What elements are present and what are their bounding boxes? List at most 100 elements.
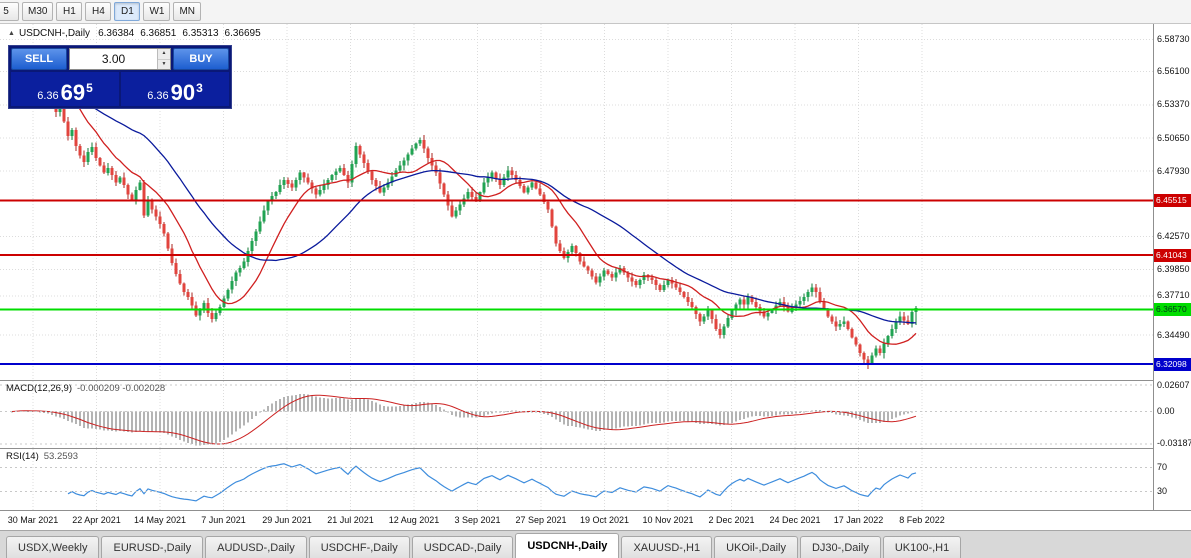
sell-button[interactable]: SELL <box>11 48 67 70</box>
tab-eurusd-daily[interactable]: EURUSD-,Daily <box>101 536 204 558</box>
price-label: 6.53370 <box>1157 99 1190 110</box>
macd-axis-label: 0.00 <box>1157 406 1175 416</box>
rsi-line <box>67 463 917 502</box>
macd-axis-label: -0.03187 <box>1157 438 1191 449</box>
grid <box>32 381 923 448</box>
volume-up-icon[interactable]: ▲ <box>158 49 170 60</box>
close-value: 6.36695 <box>224 28 261 39</box>
price-axis-border <box>1153 24 1154 510</box>
date-label: 2 Dec 2021 <box>708 515 755 525</box>
grid <box>0 24 1153 380</box>
buy-price-display[interactable]: 6.36 90 3 <box>121 72 229 106</box>
tab-usdcad-daily[interactable]: USDCAD-,Daily <box>411 536 514 558</box>
low-value: 6.35313 <box>182 28 219 39</box>
timeframe-button-mn[interactable]: MN <box>173 2 202 21</box>
high-value: 6.36851 <box>140 28 177 39</box>
price-label: 6.39850 <box>1157 264 1190 275</box>
buy-price-prefix: 6.36 <box>147 90 169 102</box>
date-label: 19 Oct 2021 <box>579 515 630 525</box>
rsi-label: RSI(14) 53.2593 <box>6 451 78 462</box>
tab-dj30-daily[interactable]: DJ30-,Daily <box>799 536 881 558</box>
date-label: 8 Feb 2022 <box>899 515 945 525</box>
sell-price-big: 69 <box>60 80 86 105</box>
timeframe-button-w1[interactable]: W1 <box>143 2 171 21</box>
tab-usdx-weekly[interactable]: USDX,Weekly <box>6 536 100 558</box>
timeframe-button-d1[interactable]: D1 <box>114 2 141 21</box>
chart-window: 6.45515 6.41043 6.36570 6.32098 6.58730 6.561… <box>0 24 1191 530</box>
price-badge-6.45515: 6.45515 <box>1154 194 1191 208</box>
panel-divider-rsi[interactable] <box>0 448 1191 449</box>
buy-price-big: 90 <box>170 80 196 105</box>
grid <box>32 449 923 510</box>
price-label: 6.47930 <box>1157 165 1190 176</box>
rsi-axis-label: 70 <box>1157 461 1168 472</box>
sell-price-display[interactable]: 6.36 69 5 <box>11 72 119 106</box>
volume-input[interactable] <box>70 49 157 69</box>
price-badge-6.41043: 6.41043 <box>1154 248 1191 262</box>
price-label: 6.50650 <box>1157 132 1190 143</box>
date-label: 7 Jun 2021 <box>201 515 246 525</box>
ohlc-header: ▲ USDCNH-,Daily 6.36384 6.36851 6.35313 … <box>8 28 267 39</box>
date-label: 14 May 2021 <box>133 515 187 525</box>
date-label: 30 Mar 2021 <box>7 515 59 525</box>
buy-button[interactable]: BUY <box>173 48 229 70</box>
macd-axis-label: 0.02607 <box>1157 379 1190 390</box>
one-click-trading-widget: SELL ▲ ▼ BUY 6.36 69 5 6.36 <box>8 45 232 109</box>
rsi-canvas[interactable] <box>0 449 1153 510</box>
date-label: 21 Jul 2021 <box>327 515 374 525</box>
macd-values: -0.000209 -0.002028 <box>77 383 166 394</box>
macd-histogram <box>11 393 917 446</box>
timeframe-button-m30[interactable]: M30 <box>22 2 54 21</box>
rsi-name: RSI(14) <box>6 451 39 462</box>
date-label: 12 Aug 2021 <box>388 515 440 525</box>
macd-signal-line <box>11 394 917 445</box>
date-label: 29 Jun 2021 <box>262 515 312 525</box>
tab-uk100-h1[interactable]: UK100-,H1 <box>882 536 962 558</box>
sell-price-sup: 5 <box>86 81 93 95</box>
rsi-value: 53.2593 <box>43 451 79 462</box>
ma-slow-line <box>11 67 917 324</box>
tab-usdcnh-daily[interactable]: USDCNH-,Daily <box>515 533 620 558</box>
tab-xauusd-h1[interactable]: XAUUSD-,H1 <box>621 536 713 558</box>
timeframe-button-h4[interactable]: H4 <box>85 2 112 21</box>
macd-label: MACD(12,26,9) -0.000209 -0.002028 <box>6 383 165 394</box>
price-badge-6.32098: 6.32098 <box>1154 357 1191 371</box>
price-label: 6.56100 <box>1157 66 1190 76</box>
tab-audusd-daily[interactable]: AUDUSD-,Daily <box>205 536 307 558</box>
buy-price-sup: 3 <box>196 81 203 95</box>
sell-price-prefix: 6.36 <box>37 90 59 102</box>
panel-divider-macd[interactable] <box>0 380 1191 381</box>
price-label: 6.34490 <box>1157 329 1190 340</box>
date-label: 22 Apr 2021 <box>72 515 121 525</box>
symbol-tab-bar: USDX,Weekly EURUSD-,Daily AUDUSD-,Daily USD… <box>0 530 1191 558</box>
macd-name: MACD(12,26,9) <box>6 383 72 394</box>
date-label: 17 Jan 2022 <box>833 515 884 525</box>
price-axis[interactable]: 6.45515 6.41043 6.36570 6.32098 6.58730 6.561… <box>1154 24 1191 510</box>
main-chart-canvas[interactable] <box>0 24 1153 380</box>
date-label: 24 Dec 2021 <box>769 515 821 525</box>
symbol-period-label: USDCNH-,Daily <box>18 28 91 39</box>
timeframe-button-5[interactable]: 5 <box>0 2 19 21</box>
timeframe-toolbar: 5 M30 H1 H4 D1 W1 MN <box>0 0 1191 24</box>
macd-canvas[interactable] <box>0 381 1153 448</box>
volume-field: ▲ ▼ <box>69 48 171 70</box>
timeframe-button-h1[interactable]: H1 <box>56 2 83 21</box>
tab-usdchf-daily[interactable]: USDCHF-,Daily <box>308 536 410 558</box>
tab-ukoil-daily[interactable]: UKOil-,Daily <box>714 536 798 558</box>
panel-divider-timeaxis <box>0 510 1191 511</box>
collapse-widget-icon[interactable]: ▲ <box>8 30 15 37</box>
price-label: 6.58730 <box>1157 34 1190 44</box>
trade-controls-row: SELL ▲ ▼ BUY <box>11 48 229 70</box>
volume-spinner: ▲ ▼ <box>157 49 170 69</box>
time-axis[interactable]: 30 Mar 2021 22 Apr 2021 14 May 2021 7 Jun 2… <box>0 511 1153 530</box>
trade-prices-row: 6.36 69 5 6.36 90 3 <box>11 72 229 106</box>
price-badge-6.36570: 6.36570 <box>1154 303 1191 317</box>
open-value: 6.36384 <box>98 28 135 39</box>
date-label: 3 Sep 2021 <box>454 515 501 525</box>
date-label: 27 Sep 2021 <box>515 515 567 525</box>
price-label: 6.37710 <box>1157 290 1190 301</box>
volume-down-icon[interactable]: ▼ <box>158 59 170 69</box>
price-label: 6.42570 <box>1157 231 1190 241</box>
rsi-axis-label: 30 <box>1157 486 1168 497</box>
